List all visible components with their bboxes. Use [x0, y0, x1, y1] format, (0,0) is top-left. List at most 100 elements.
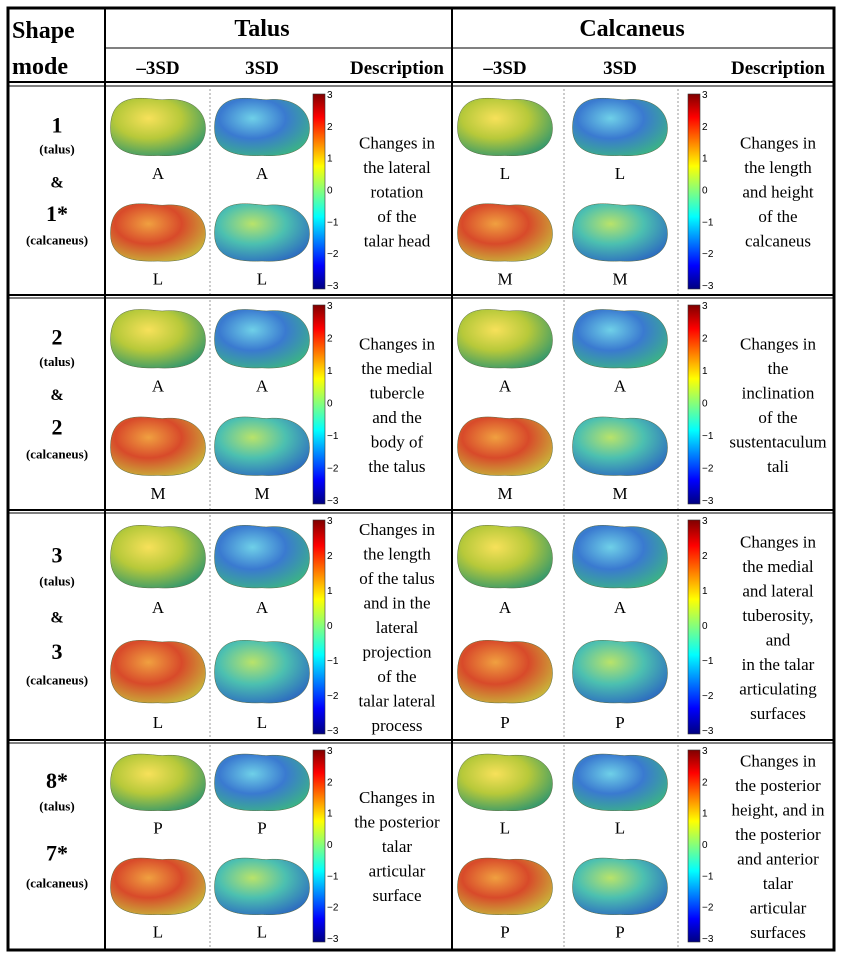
description: surface: [372, 886, 421, 905]
view-label: A: [614, 377, 627, 396]
colorbar-tick: −2: [702, 691, 714, 702]
description: and: [766, 630, 791, 649]
column-header: –3SD: [135, 58, 179, 79]
bone-render: [572, 416, 668, 476]
colorbar-tick: 0: [702, 186, 708, 197]
description: surfaces: [750, 923, 806, 942]
view-label: A: [152, 164, 165, 183]
description: of the: [758, 408, 797, 427]
bone-render: [214, 857, 310, 916]
colorbar-tick: −3: [327, 726, 339, 737]
colorbar-tick: 3: [702, 516, 708, 527]
view-label: M: [254, 484, 269, 503]
description: of the: [758, 207, 797, 226]
mode-label: (calcaneus): [26, 232, 88, 247]
view-label: M: [150, 484, 165, 503]
colorbar: [312, 519, 326, 735]
bone-render: [110, 416, 206, 476]
view-label: L: [257, 923, 267, 942]
colorbar-tick: 2: [702, 122, 708, 133]
colorbar-tick: −2: [327, 691, 339, 702]
bone-render: [457, 640, 553, 704]
description: surfaces: [750, 704, 806, 723]
mode-label: (talus): [39, 574, 74, 589]
view-label: M: [497, 269, 512, 288]
view-label: A: [256, 377, 269, 396]
view-label: P: [153, 819, 162, 838]
mode-label: (talus): [39, 142, 74, 157]
description: tuberosity,: [742, 606, 813, 625]
colorbar-tick: −1: [702, 656, 714, 667]
colorbar-tick: −2: [327, 249, 339, 260]
colorbar-tick: 1: [327, 809, 333, 820]
view-label: M: [497, 484, 512, 503]
colorbar-tick: 0: [702, 840, 708, 851]
colorbar-tick: 1: [702, 366, 708, 377]
bone-render: [457, 857, 553, 916]
mode-label: &: [50, 609, 63, 626]
description: the posterior: [735, 776, 821, 795]
description: Changes in: [740, 134, 817, 153]
mode-label: &: [50, 387, 63, 404]
description: of the talus: [359, 569, 435, 588]
description: Changes in: [359, 134, 436, 153]
colorbar-tick: −1: [702, 871, 714, 882]
view-label: L: [257, 269, 267, 288]
colorbar-tick: 0: [327, 399, 333, 410]
description: body of: [371, 432, 424, 451]
colorbar-tick: −2: [327, 464, 339, 475]
bone-render: [572, 753, 668, 812]
bone-render: [110, 525, 206, 589]
description: Changes in: [359, 520, 436, 539]
mode-label: 1: [52, 112, 63, 137]
description: talar head: [364, 232, 431, 251]
colorbar: [687, 304, 701, 505]
bone-render: [572, 525, 668, 589]
bone-render: [214, 203, 310, 262]
colorbar: [312, 304, 326, 505]
colorbar-tick: 1: [327, 154, 333, 165]
colorbar-tick: 3: [327, 90, 333, 101]
colorbar: [312, 749, 326, 943]
description: projection: [363, 643, 432, 662]
bone-render: [214, 753, 310, 812]
bone-render: [457, 98, 553, 157]
colorbar-tick: 2: [327, 122, 333, 133]
mode-label: 2: [52, 324, 63, 349]
colorbar-tick: −1: [702, 431, 714, 442]
view-label: P: [500, 713, 509, 732]
colorbar-tick: −1: [702, 217, 714, 228]
colorbar-tick: −2: [702, 903, 714, 914]
view-label: P: [615, 923, 624, 942]
bone-render: [572, 203, 668, 262]
colorbar-tick: 1: [702, 154, 708, 165]
bone-render: [457, 309, 553, 369]
colorbar: [312, 93, 326, 290]
description: rotation: [371, 183, 424, 202]
description: articular: [750, 898, 807, 917]
mode-label: (calcaneus): [26, 876, 88, 891]
description: sustentaculum: [729, 432, 826, 451]
bone-render: [572, 309, 668, 369]
description: articulating: [739, 679, 817, 698]
bone-render: [110, 857, 206, 916]
colorbar-tick: −3: [702, 934, 714, 945]
bone-render: [457, 416, 553, 476]
description: Changes in: [359, 334, 436, 353]
description: of the: [377, 667, 416, 686]
colorbar-tick: 3: [327, 746, 333, 757]
description: the medial: [361, 359, 433, 378]
view-label: L: [615, 819, 625, 838]
view-label: L: [500, 164, 510, 183]
colorbar-tick: −3: [327, 934, 339, 945]
description: of the: [377, 207, 416, 226]
colorbar-tick: 2: [327, 334, 333, 345]
table-border: [6, 6, 836, 952]
mode-label: (calcaneus): [26, 446, 88, 461]
colorbar-tick: −3: [702, 726, 714, 737]
colorbar: [687, 749, 701, 943]
description: the lateral: [363, 158, 431, 177]
description: calcaneus: [745, 232, 811, 251]
bone-render: [110, 203, 206, 262]
